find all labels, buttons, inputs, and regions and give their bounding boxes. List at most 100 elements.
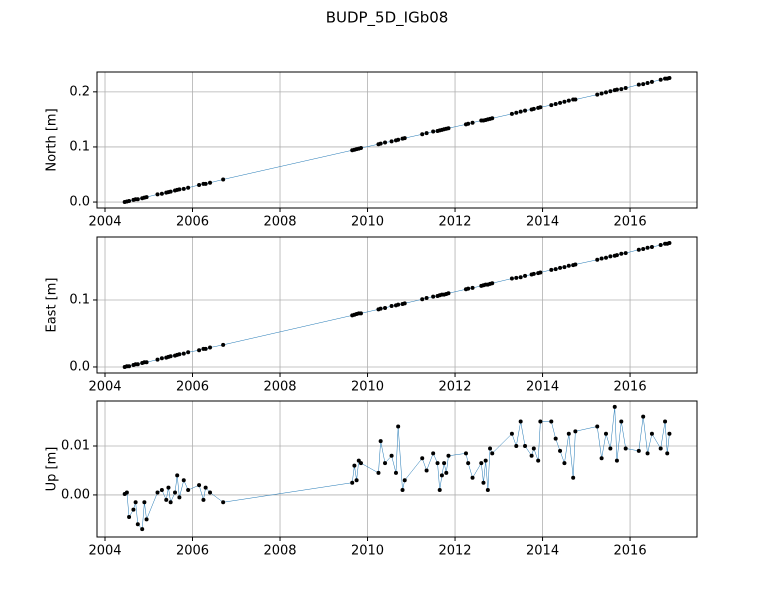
data-point — [531, 446, 536, 451]
data-point — [523, 444, 528, 449]
data-point — [603, 255, 608, 260]
data-point — [402, 301, 407, 306]
data-point — [393, 470, 398, 475]
data-point — [376, 470, 381, 475]
data-point — [155, 192, 160, 197]
data-point — [166, 485, 171, 490]
data-point — [514, 275, 519, 280]
data-point — [558, 448, 563, 453]
data-point — [446, 453, 451, 458]
data-point — [197, 182, 202, 187]
data-point — [658, 446, 663, 451]
x-tick-label: 2010 — [351, 215, 384, 230]
x-tick-label: 2010 — [351, 544, 384, 559]
data-point — [483, 458, 488, 463]
data-point — [599, 256, 604, 261]
data-point — [571, 475, 576, 480]
data-point — [518, 109, 523, 114]
data-point — [203, 181, 208, 186]
data-point — [164, 497, 169, 502]
data-point — [608, 446, 613, 451]
x-tick-label: 2006 — [176, 215, 209, 230]
data-point — [665, 451, 670, 456]
x-tick-label: 2014 — [526, 544, 559, 559]
data-point — [127, 364, 132, 369]
data-point — [378, 306, 383, 311]
data-point — [431, 129, 436, 134]
data-point — [131, 507, 136, 512]
data-point — [144, 360, 149, 365]
data-point — [663, 419, 668, 424]
x-tick-label: 2006 — [176, 380, 209, 395]
data-point — [177, 187, 182, 192]
data-point — [358, 461, 363, 466]
data-point — [203, 346, 208, 351]
data-point — [490, 116, 495, 121]
data-point — [135, 522, 140, 527]
y-tick-label: 0.00 — [61, 487, 90, 502]
y-tick-label: 0.01 — [61, 439, 90, 454]
data-point — [562, 265, 567, 270]
data-point — [208, 180, 213, 185]
data-point — [420, 456, 425, 461]
data-point — [619, 419, 624, 424]
x-tick-label: 2010 — [351, 380, 384, 395]
y-tick-label: 0.1 — [69, 139, 90, 154]
data-point — [529, 453, 534, 458]
data-point — [420, 297, 425, 302]
data-point — [509, 276, 514, 281]
data-point — [549, 103, 554, 108]
data-point — [155, 490, 160, 495]
y-axis-label: North [m] — [45, 108, 60, 171]
data-point — [186, 488, 191, 493]
y-tick-label: 0.0 — [69, 359, 90, 374]
data-point — [536, 458, 541, 463]
data-point — [573, 262, 578, 267]
data-point — [127, 198, 132, 203]
x-tick-label: 2016 — [614, 215, 647, 230]
data-point — [523, 273, 528, 278]
data-point — [177, 352, 182, 357]
data-point — [562, 99, 567, 104]
data-point — [566, 98, 571, 103]
data-point — [175, 473, 180, 478]
data-point — [667, 76, 672, 81]
data-point — [470, 120, 475, 125]
data-point — [518, 419, 523, 424]
data-point — [603, 90, 608, 95]
data-point — [562, 461, 567, 466]
data-point — [197, 348, 202, 353]
data-point — [490, 451, 495, 456]
data-point — [446, 291, 451, 296]
data-point — [159, 488, 164, 493]
x-tick-label: 2014 — [526, 215, 559, 230]
data-point — [358, 311, 363, 316]
y-tick-label: 0.0 — [69, 195, 90, 210]
data-point — [221, 500, 226, 505]
data-point — [420, 132, 425, 137]
data-point — [442, 461, 447, 466]
x-tick-label: 2012 — [438, 215, 471, 230]
data-point — [181, 478, 186, 483]
data-point — [599, 91, 604, 96]
data-point — [558, 265, 563, 270]
data-point — [389, 453, 394, 458]
data-point — [553, 267, 558, 272]
data-point — [186, 185, 191, 190]
data-point — [378, 141, 383, 146]
data-point — [649, 431, 654, 436]
x-tick-label: 2006 — [176, 544, 209, 559]
data-point — [208, 490, 213, 495]
data-point — [186, 350, 191, 355]
data-point — [509, 431, 514, 436]
data-point — [135, 362, 140, 367]
data-point — [389, 139, 394, 144]
data-point — [599, 456, 604, 461]
data-point — [538, 270, 543, 275]
data-point — [424, 295, 429, 300]
x-tick-label: 2004 — [88, 215, 121, 230]
x-tick-label: 2014 — [526, 380, 559, 395]
data-point — [177, 495, 182, 500]
data-point — [481, 480, 486, 485]
